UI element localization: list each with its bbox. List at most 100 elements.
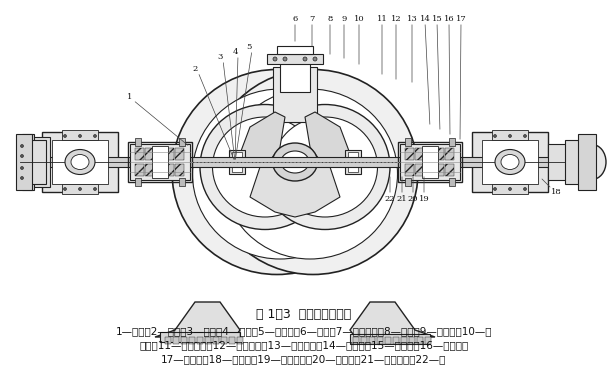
Text: 20: 20 [408, 195, 418, 203]
Ellipse shape [63, 187, 66, 190]
Ellipse shape [21, 167, 24, 170]
Text: 6: 6 [292, 15, 298, 23]
Ellipse shape [63, 135, 66, 138]
Bar [155, 164, 164, 176]
Bar [165, 164, 174, 176]
Bar [179, 178, 185, 186]
Ellipse shape [208, 69, 418, 274]
Text: 3: 3 [217, 53, 223, 61]
Ellipse shape [281, 151, 309, 173]
Bar [52, 140, 108, 184]
Text: 21: 21 [396, 195, 407, 203]
Bar [385, 337, 391, 344]
Text: 13: 13 [407, 15, 417, 23]
Text: 8: 8 [327, 15, 333, 23]
Bar [135, 164, 144, 176]
Bar [135, 148, 144, 160]
Text: 9: 9 [341, 15, 347, 23]
Ellipse shape [78, 187, 81, 190]
Bar [425, 164, 434, 176]
Text: 7: 7 [309, 15, 315, 23]
Ellipse shape [313, 57, 317, 61]
Bar [401, 337, 407, 344]
Polygon shape [250, 167, 340, 217]
Bar [449, 138, 455, 146]
Bar [548, 144, 570, 180]
Bar [28, 140, 46, 184]
Bar [229, 150, 245, 174]
Bar [30, 137, 50, 187]
Bar [422, 146, 438, 178]
Polygon shape [235, 112, 285, 167]
Bar [62, 184, 98, 194]
Bar [62, 130, 98, 140]
Ellipse shape [21, 176, 24, 179]
Bar [445, 148, 454, 160]
Text: 11: 11 [376, 15, 387, 23]
Ellipse shape [260, 104, 390, 230]
Ellipse shape [223, 89, 398, 259]
Text: 19: 19 [419, 195, 429, 203]
Bar [405, 138, 411, 146]
Ellipse shape [172, 69, 382, 274]
Ellipse shape [501, 155, 519, 170]
Bar [353, 337, 359, 344]
Text: 图 1－3  单级双吸离心泵: 图 1－3 单级双吸离心泵 [257, 308, 351, 320]
Polygon shape [155, 302, 240, 337]
Bar [417, 337, 423, 344]
Bar [205, 337, 211, 344]
Text: 14: 14 [420, 15, 430, 23]
Bar [175, 164, 184, 176]
Bar [472, 132, 548, 192]
Bar [393, 337, 399, 344]
Text: 10: 10 [354, 15, 364, 23]
Bar [350, 334, 430, 344]
Bar [16, 134, 32, 190]
Bar [445, 164, 454, 176]
Ellipse shape [213, 117, 317, 217]
Bar [189, 337, 195, 344]
Bar [179, 138, 185, 146]
Ellipse shape [494, 187, 497, 190]
Bar [425, 148, 434, 160]
Bar [377, 337, 383, 344]
Bar [435, 148, 444, 160]
Ellipse shape [71, 155, 89, 170]
Bar [152, 146, 168, 178]
Bar [409, 337, 415, 344]
Bar [160, 332, 240, 342]
Bar [398, 142, 462, 182]
Ellipse shape [94, 135, 97, 138]
Ellipse shape [508, 135, 511, 138]
Bar [400, 144, 460, 180]
Ellipse shape [78, 135, 81, 138]
Text: 1—泵体；2—泵盖；3—叶轮；4—泵轴；5—密封环；6—轴套；7—填料挡套；8—填料；9—填料环；10—水: 1—泵体；2—泵盖；3—叶轮；4—泵轴；5—密封环；6—轴套；7—填料挡套；8—… [116, 326, 492, 336]
Text: 16: 16 [444, 15, 454, 23]
Ellipse shape [21, 144, 24, 147]
Bar [145, 164, 154, 176]
Ellipse shape [272, 117, 378, 217]
Bar [181, 337, 187, 344]
Text: 12: 12 [391, 15, 401, 23]
Polygon shape [350, 302, 435, 337]
Bar [130, 144, 190, 180]
Bar [213, 337, 219, 344]
Bar [155, 148, 164, 160]
Ellipse shape [193, 89, 367, 259]
Bar [273, 67, 317, 122]
Ellipse shape [578, 144, 606, 179]
Bar [145, 148, 154, 160]
Text: 2: 2 [192, 65, 198, 73]
Text: 15: 15 [432, 15, 443, 23]
Bar [449, 178, 455, 186]
Text: 17—圆螺母；18—联轴器；19—轴承挡套；20—轴承盖；21—双头螺栓；22—键: 17—圆螺母；18—联轴器；19—轴承挡套；20—轴承盖；21—双头螺栓；22—… [161, 354, 447, 364]
Ellipse shape [283, 57, 287, 61]
Ellipse shape [523, 135, 527, 138]
Bar [369, 337, 375, 344]
Bar [405, 148, 414, 160]
Ellipse shape [94, 187, 97, 190]
Bar [361, 337, 367, 344]
Bar [492, 184, 528, 194]
Bar [232, 152, 242, 172]
Bar [20, 157, 585, 167]
